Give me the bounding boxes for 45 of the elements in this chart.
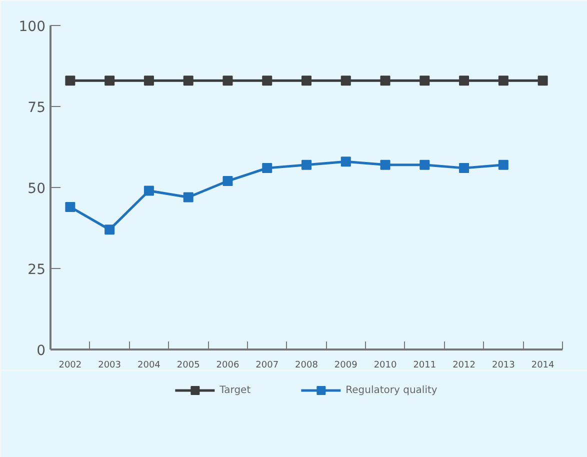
y-tick-label: 75 [28, 100, 46, 116]
point [498, 160, 508, 170]
point [222, 76, 233, 86]
point [65, 76, 76, 86]
point [183, 76, 194, 86]
point [498, 76, 508, 86]
x-tick-label: 2003 [98, 360, 122, 370]
y-tick-label: 0 [36, 343, 46, 359]
point [459, 163, 470, 174]
point [420, 76, 430, 86]
point [340, 156, 351, 167]
point [302, 160, 312, 170]
point [459, 76, 470, 86]
x-tick-label: 2004 [138, 360, 161, 370]
x-tick-label: 2005 [176, 360, 200, 370]
point [262, 76, 272, 86]
point [104, 76, 115, 86]
x-tick-label: 2012 [452, 360, 476, 370]
y-tick-label: 25 [28, 262, 46, 278]
point [538, 76, 548, 86]
point [104, 224, 115, 235]
point [420, 160, 430, 170]
point [380, 76, 390, 86]
legend-label: Regulatory quality [346, 384, 438, 396]
x-tick-label: 2007 [256, 360, 279, 370]
point [144, 186, 154, 196]
point [340, 76, 351, 86]
legend-label: Target [220, 384, 251, 396]
point [65, 202, 76, 212]
x-tick-label: 2013 [492, 360, 515, 370]
x-tick-label: 2009 [334, 360, 358, 370]
point [302, 76, 312, 86]
x-tick-label: 2002 [58, 360, 82, 370]
x-tick-label: 2011 [413, 360, 436, 370]
x-tick-label: 2008 [295, 360, 318, 370]
point [144, 76, 154, 86]
x-tick-label: 2010 [374, 360, 397, 370]
y-tick-label: 50 [28, 181, 46, 197]
x-tick-label: 2006 [216, 360, 240, 370]
x-tick-label: 2014 [531, 360, 555, 370]
y-tick-label: 100 [18, 19, 46, 35]
point [380, 160, 390, 170]
point [222, 176, 233, 186]
point [183, 192, 194, 202]
point [262, 163, 272, 174]
